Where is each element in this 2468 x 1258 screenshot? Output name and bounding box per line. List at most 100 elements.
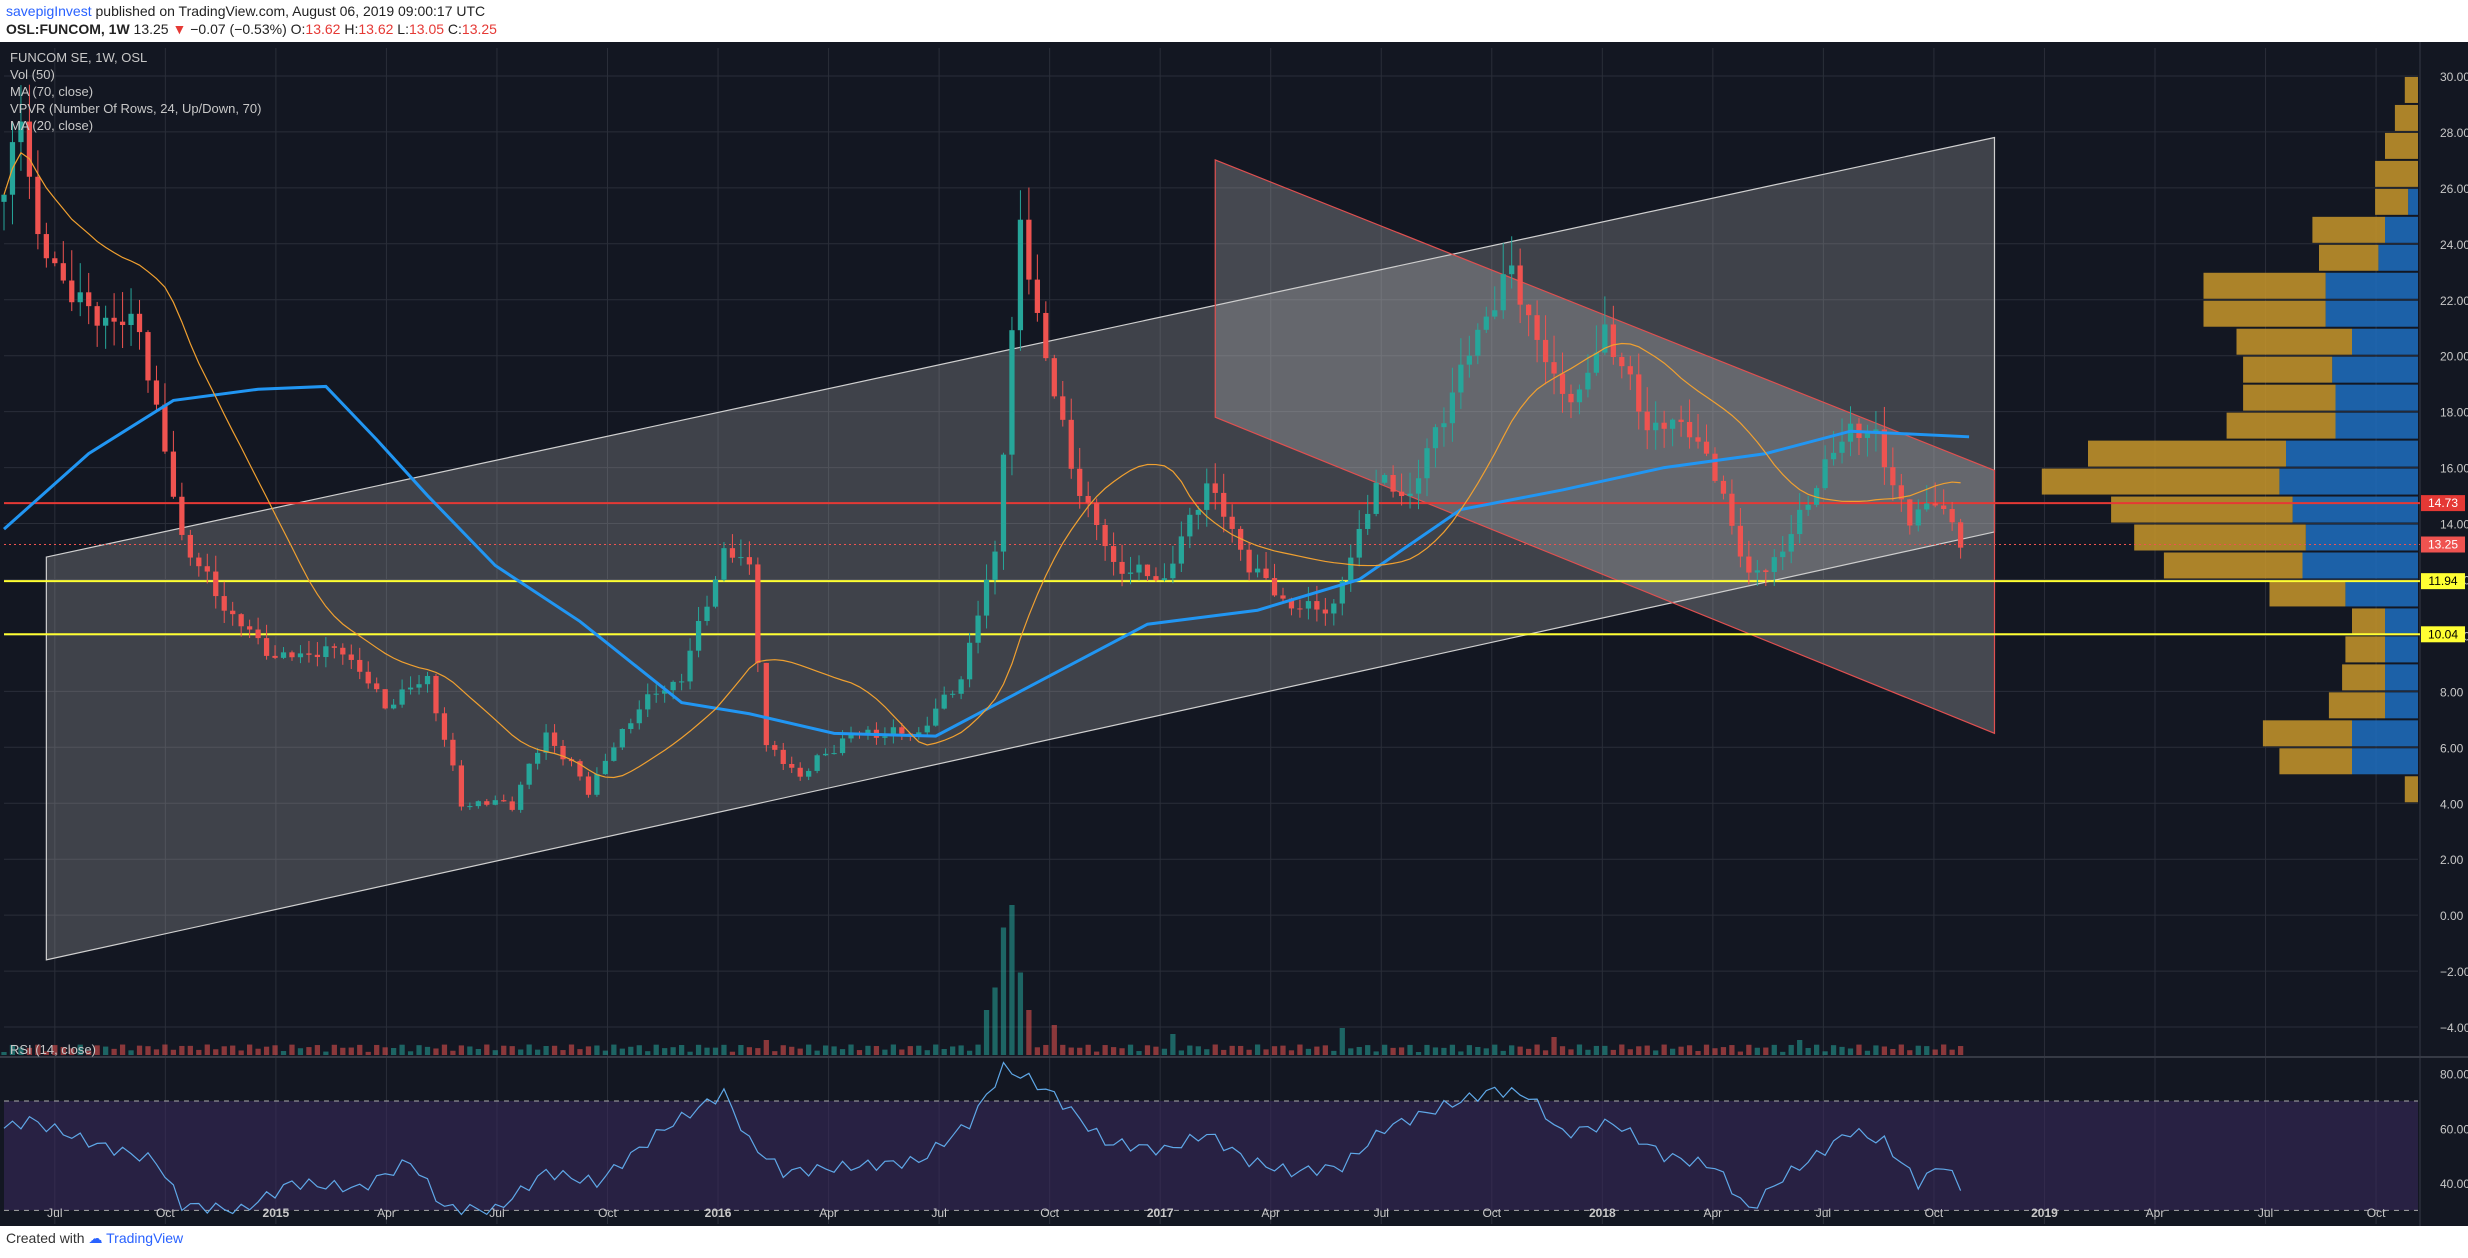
author-link[interactable]: savepigInvest <box>6 3 92 19</box>
volume-bar <box>1822 1051 1828 1055</box>
volume-bar <box>1297 1044 1303 1055</box>
tradingview-brand[interactable]: TradingView <box>106 1230 184 1246</box>
volume-bar <box>1238 1045 1244 1055</box>
candle-body <box>1585 372 1591 390</box>
volume-bar <box>1449 1044 1456 1055</box>
volume-bar <box>1068 1047 1074 1055</box>
vpvr-up-bar <box>2279 468 2418 495</box>
price-tick-label: 30.00 <box>2440 70 2468 84</box>
legend-ma20[interactable]: MA (20, close) <box>10 118 94 133</box>
volume-bar <box>1712 1048 1718 1055</box>
candle-body <box>60 263 66 281</box>
candle-body <box>1509 265 1515 275</box>
volume-bar <box>187 1045 193 1055</box>
candle-body <box>602 760 609 775</box>
candle-body <box>331 646 337 648</box>
last-price: 13.25 <box>133 21 169 37</box>
candle-body <box>882 736 888 738</box>
legend-title: FUNCOM SE, 1W, OSL <box>10 50 148 65</box>
vpvr-down-bar <box>2111 496 2293 523</box>
volume-bar <box>348 1047 354 1055</box>
horizontal-lines <box>4 502 2420 636</box>
volume-bar <box>365 1051 371 1055</box>
rsi-tick-label: 80.00 <box>2440 1068 2468 1082</box>
volume-bar <box>263 1046 270 1055</box>
volume-bar <box>382 1047 388 1055</box>
candle-body <box>374 683 380 690</box>
vpvr-up-bar <box>2378 244 2418 271</box>
candle-body <box>1178 536 1184 564</box>
candle-body <box>839 738 846 754</box>
candle-body <box>1466 355 1472 365</box>
volume-bar <box>1915 1045 1921 1055</box>
candle-body <box>1822 459 1828 489</box>
volume-bar <box>746 1047 753 1055</box>
price-tick-label: 22.00 <box>2440 294 2468 308</box>
candle-body <box>1271 578 1278 596</box>
price-label-text: 13.25 <box>2428 538 2458 552</box>
price-label-bg <box>2421 573 2465 590</box>
chart-canvas[interactable]: 30.00 28.00 26.00 24.00 22.00 20.00 18.00 16.00… <box>0 42 2468 1226</box>
axes: 30.00 28.00 26.00 24.00 22.00 20.00 18.00 16.00… <box>47 70 2468 1220</box>
candle-body <box>509 801 515 810</box>
candle-body <box>653 693 659 695</box>
volume-bar <box>1085 1044 1091 1055</box>
vpvr-up-bar <box>2345 580 2418 607</box>
candle-body <box>772 745 778 750</box>
vpvr-down-bar <box>2243 356 2333 383</box>
low-value: 13.05 <box>408 21 445 37</box>
volume-bar <box>1254 1044 1261 1055</box>
candle-body <box>357 659 363 672</box>
volume-bar <box>1864 1050 1871 1055</box>
volume-bar <box>1 1052 7 1055</box>
vpvr-up-bar <box>2385 216 2418 243</box>
volume-bar <box>1153 1046 1159 1055</box>
volume-bar <box>551 1045 558 1055</box>
legend-vol[interactable]: Vol (50) <box>10 67 55 82</box>
volume-bar <box>687 1051 693 1055</box>
change-down-icon: ▼ <box>172 21 187 37</box>
rsi-band <box>4 1100 2418 1211</box>
volume-bar <box>1932 1049 1938 1055</box>
created-with-text: Created with <box>6 1230 85 1246</box>
candle-body <box>1551 362 1557 374</box>
price-tick-label: 28.00 <box>2440 126 2468 140</box>
time-tick-label: Oct <box>156 1206 175 1220</box>
volume-bar <box>975 1044 981 1055</box>
price-tick-label: 0.00 <box>2440 909 2464 923</box>
candle-body <box>1229 516 1235 529</box>
volume-bar <box>1686 1045 1693 1055</box>
volume-bar <box>695 1044 702 1055</box>
candle-body <box>1475 329 1481 356</box>
candle-body <box>77 292 83 303</box>
volume-bar <box>1500 1050 1506 1055</box>
candle-body <box>297 653 304 658</box>
candle-body <box>1771 557 1777 573</box>
volume-bar <box>1178 1050 1184 1055</box>
candle-body <box>230 610 236 615</box>
vpvr-up-bar <box>2385 664 2418 691</box>
volume-bar <box>492 1050 498 1055</box>
rsi-tick-label: 60.00 <box>2440 1122 2468 1136</box>
volume-bar <box>560 1050 566 1055</box>
candle-body <box>992 551 998 580</box>
candle-body <box>1864 432 1871 438</box>
time-tick-label: Oct <box>598 1206 617 1220</box>
price-label-bg <box>2421 495 2465 512</box>
legend-ma70[interactable]: MA (70, close) <box>10 84 94 99</box>
vpvr-up-bar <box>2385 692 2418 719</box>
candle-body <box>1432 427 1439 449</box>
legend-vpvr[interactable]: VPVR (Number Of Rows, 24, Up/Down, 70) <box>10 101 262 116</box>
candle-body <box>1907 499 1913 526</box>
candle-body <box>1094 502 1100 525</box>
volume-bar <box>399 1044 405 1055</box>
legend-rsi[interactable]: RSI (14, close) <box>10 1042 96 1057</box>
volume-bar <box>1737 1051 1744 1055</box>
candle-body <box>221 596 227 611</box>
volume-bar <box>60 1046 66 1055</box>
candle-body <box>1398 491 1405 497</box>
candle-body <box>950 693 956 695</box>
candle-body <box>941 694 947 709</box>
volume-bar <box>1653 1050 1659 1055</box>
candle-body <box>1797 509 1803 535</box>
